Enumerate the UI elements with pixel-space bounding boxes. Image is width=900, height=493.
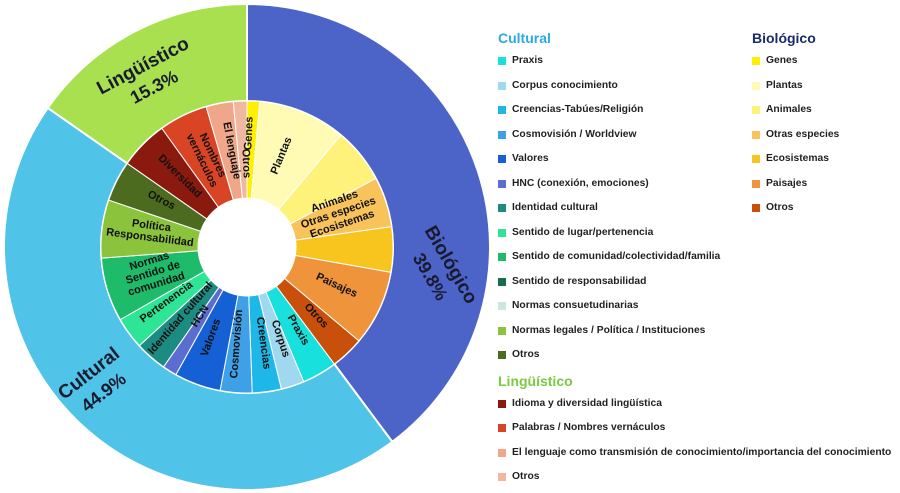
svg-text:Otros: Otros xyxy=(239,149,252,179)
svg-text:Genes: Genes xyxy=(242,116,255,150)
